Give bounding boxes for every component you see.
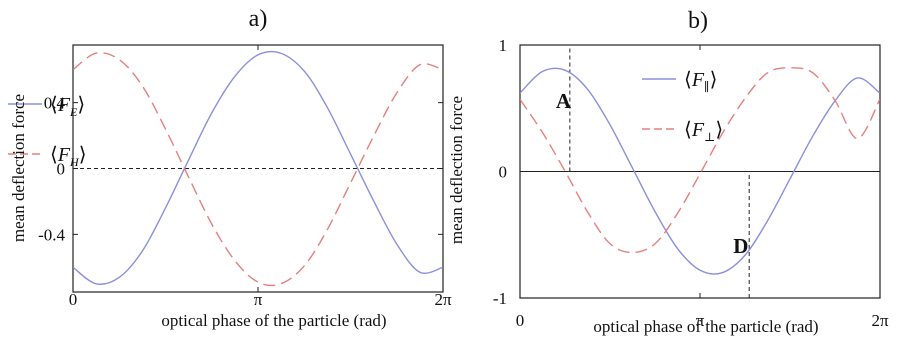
x-tick-label: 0 bbox=[69, 290, 78, 309]
x-tick-label: 2π bbox=[871, 311, 889, 330]
series-line-f-parallel bbox=[520, 67, 880, 275]
x-tick-label: π bbox=[696, 311, 705, 330]
x-axis-label: optical phase of the particle (rad) bbox=[593, 317, 818, 336]
legend-entry-f-perp: ⟨F⊥⟩ bbox=[642, 119, 723, 144]
y-tick-label: 0.4 bbox=[44, 94, 66, 113]
y-tick-label: 1 bbox=[499, 36, 508, 55]
legend-label: ⟨FH⟩ bbox=[50, 144, 87, 169]
y-tick-label: 0 bbox=[57, 160, 66, 179]
legend-label: ⟨FE⟩ bbox=[50, 94, 85, 119]
y-tick-label: -0.4 bbox=[38, 225, 65, 244]
point-label-d: D bbox=[733, 234, 748, 258]
y-axis-label: mean deflection force bbox=[9, 94, 28, 242]
y-tick-label: 0 bbox=[499, 163, 508, 182]
point-label-a: A bbox=[556, 89, 572, 113]
panel-label: a) bbox=[249, 6, 268, 32]
panel-label: b) bbox=[688, 8, 708, 34]
chart-panel-a: 0.4 0 -0.4 0 π 2π ⟨FE⟩ ⟨FH⟩ a) mean deflection fo… bbox=[8, 6, 452, 330]
legend-entry-f-h: ⟨FH⟩ bbox=[8, 144, 87, 169]
x-tick-label: 0 bbox=[516, 311, 525, 330]
x-axis-label: optical phase of the particle (rad) bbox=[161, 311, 386, 330]
legend-label: ⟨F⊥⟩ bbox=[684, 119, 723, 144]
series-line-f-perp bbox=[520, 67, 880, 254]
x-tick-label: π bbox=[254, 290, 263, 309]
series-line-f-h bbox=[73, 52, 443, 287]
y-axis-label: mean deflection force bbox=[447, 96, 466, 244]
series-line-f-e bbox=[73, 50, 443, 285]
plot-area bbox=[520, 45, 880, 298]
y-tick-label: -1 bbox=[493, 289, 507, 308]
legend-entry-f-e: ⟨FE⟩ bbox=[8, 94, 85, 119]
legend-entry-f-parallel: ⟨F∥⟩ bbox=[642, 69, 717, 94]
chart-panel-b: 1 0 -1 0 π 2π A D ⟨F∥⟩ ⟨F⊥⟩ b) mean deflection forc… bbox=[447, 8, 889, 336]
plot-area bbox=[73, 50, 443, 287]
legend-label: ⟨F∥⟩ bbox=[684, 69, 717, 94]
x-tick-label: 2π bbox=[434, 290, 452, 309]
